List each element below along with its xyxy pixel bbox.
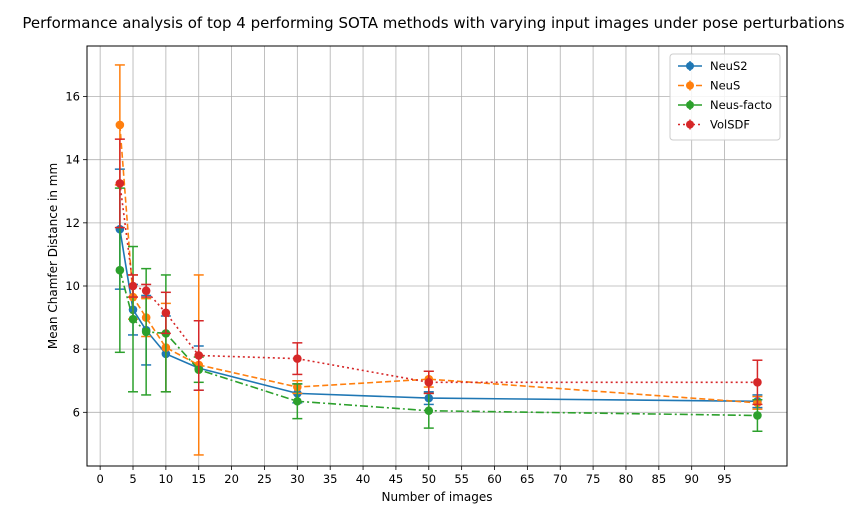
x-tick-label: 35: [323, 472, 338, 486]
legend-label: VolSDF: [710, 118, 750, 132]
x-tick-label: 90: [684, 472, 699, 486]
y-axis-label: Mean Chamfer Distance in mm: [46, 163, 60, 349]
data-point: [161, 308, 171, 318]
legend-marker: [686, 101, 694, 109]
x-tick-label: 70: [553, 472, 568, 486]
x-tick-label: 5: [129, 472, 136, 486]
data-point: [115, 265, 125, 275]
data-point: [424, 406, 434, 416]
axis-ticks: 0 5 10 15 20 25 30 35 40 45 50 55 60 65 70 75 80 85 90 95 6 8…: [65, 90, 732, 486]
data-point: [753, 378, 762, 387]
y-tick-label: 8: [73, 342, 80, 356]
series-layer: [114, 64, 763, 456]
y-tick-label: 10: [65, 279, 80, 293]
data-point: [424, 378, 434, 387]
x-tick-label: 30: [290, 472, 305, 486]
legend-box: [669, 53, 781, 141]
series-line: [119, 124, 758, 404]
data-point: [128, 281, 138, 291]
x-tick-label: 65: [520, 472, 535, 486]
data-point: [293, 354, 302, 363]
series-neus: [114, 64, 763, 456]
series-line: [119, 270, 758, 417]
x-tick-label: 85: [652, 472, 667, 486]
data-point: [141, 286, 151, 296]
legend-marker: [686, 62, 694, 70]
x-tick-label: 40: [356, 472, 371, 486]
y-tick-label: 12: [65, 216, 80, 230]
data-point: [115, 179, 125, 188]
y-tick-label: 6: [73, 405, 80, 419]
series-neus-facto: [114, 187, 763, 433]
legend-label: Neus-facto: [710, 98, 772, 112]
data-point: [141, 327, 151, 337]
x-tick-label: 75: [586, 472, 601, 486]
x-tick-label: 50: [421, 472, 436, 486]
x-axis-label: Number of images: [381, 490, 492, 504]
x-tick-label: 55: [454, 472, 469, 486]
data-point: [753, 411, 762, 420]
plot-frame: [86, 45, 788, 467]
legend-item: VolSDF: [678, 118, 750, 132]
x-tick-label: 0: [96, 472, 103, 486]
legend-item: Neus-facto: [678, 98, 772, 112]
legend-label: NeuS2: [710, 59, 748, 73]
series-line: [119, 183, 758, 384]
x-tick-label: 60: [487, 472, 502, 486]
legend-item: NeuS2: [678, 59, 748, 73]
legend-marker: [686, 81, 694, 90]
legend: NeuS2 NeuS Neus-facto VolSDF: [669, 53, 781, 141]
chart-title: Performance analysis of top 4 performing…: [22, 14, 845, 32]
x-tick-label: 25: [257, 472, 272, 486]
x-tick-label: 20: [224, 472, 239, 486]
x-tick-label: 10: [159, 472, 174, 486]
x-tick-label: 80: [619, 472, 634, 486]
legend-label: NeuS: [710, 79, 740, 93]
y-tick-label: 14: [65, 153, 80, 167]
data-point: [194, 351, 204, 360]
x-tick-label: 95: [717, 472, 732, 486]
series-volsdf: [114, 138, 763, 406]
data-point: [115, 120, 125, 130]
data-point: [293, 396, 302, 406]
series-neus2: [114, 168, 763, 409]
data-point: [128, 314, 138, 324]
legend-marker: [686, 120, 694, 129]
legend-item: NeuS: [678, 79, 740, 93]
y-tick-label: 16: [65, 90, 80, 104]
x-tick-label: 15: [191, 472, 206, 486]
x-tick-label: 45: [389, 472, 404, 486]
